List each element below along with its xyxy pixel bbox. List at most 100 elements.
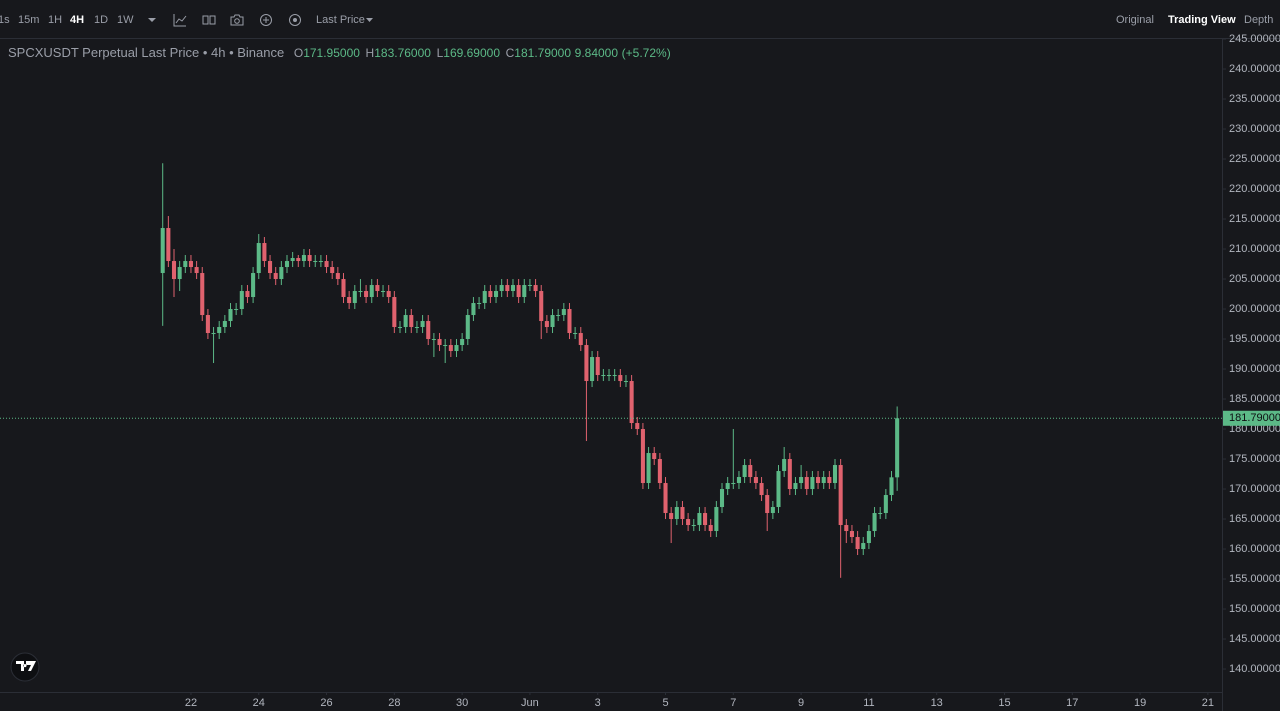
chart-title: SPCXUSDT Perpetual Last Price • 4h • Bin… (8, 45, 285, 60)
candle-body (827, 477, 832, 484)
candle-body (731, 483, 736, 485)
indicator-icon[interactable] (173, 13, 187, 27)
candle-body (838, 465, 843, 526)
y-tick-label: 230.00000 (1229, 123, 1280, 135)
x-tick-label: 9 (798, 697, 804, 709)
candle-body (669, 513, 674, 520)
candle-body (765, 495, 770, 514)
icon (202, 15, 216, 25)
view-tab-active[interactable]: Trading View (1168, 14, 1236, 26)
settings-icon[interactable] (288, 13, 302, 27)
layout-icon[interactable] (202, 13, 216, 27)
icon (234, 18, 240, 24)
tv-logo[interactable] (10, 652, 40, 682)
candle-body (205, 315, 210, 334)
candle-body (832, 465, 838, 484)
candle-body (160, 228, 165, 274)
candle-body (228, 309, 233, 322)
legend-value: 183.76000 (374, 46, 431, 60)
candle-body (889, 477, 894, 496)
candle-body (623, 381, 629, 383)
icon (173, 14, 187, 27)
candle-body (635, 423, 640, 430)
last-price-box (1223, 410, 1280, 426)
candle-body (612, 375, 617, 377)
candle-body (590, 357, 595, 382)
candle-body (680, 507, 685, 520)
candle-body (872, 513, 877, 532)
candle-body (657, 459, 662, 484)
candle-body (183, 261, 188, 268)
interval[interactable]: 1H (48, 14, 63, 26)
y-tick-label: 210.00000 (1229, 243, 1280, 255)
candle-body (793, 483, 798, 490)
candle-body (759, 483, 764, 496)
candle-body (499, 285, 504, 292)
x-tick-label: 28 (388, 697, 400, 709)
candle-body (364, 291, 369, 298)
candle-body (477, 303, 482, 305)
candle-body (420, 321, 425, 328)
candle-body (816, 477, 821, 484)
view-tab[interactable]: Depth (1244, 14, 1274, 26)
interval[interactable]: 15m (18, 14, 40, 26)
candle-body (426, 321, 431, 340)
candle-body (239, 291, 244, 310)
interval-dropdown[interactable] (147, 13, 157, 27)
candle-body (516, 285, 521, 298)
y-tick-label: 220.00000 (1229, 183, 1280, 195)
candle-body (211, 333, 216, 335)
candle-body (686, 519, 691, 526)
candle-body (578, 333, 583, 346)
y-tick-label: 245.00000 (1229, 33, 1280, 45)
candle-body (883, 495, 888, 514)
x-tick-label: 21 (1202, 697, 1214, 709)
interval[interactable]: 1D (94, 14, 109, 26)
interval[interactable]: 1s (0, 14, 10, 26)
interval[interactable]: 1W (117, 14, 134, 26)
candle-body (748, 465, 753, 478)
candle-body (663, 483, 668, 514)
candle-body (375, 285, 380, 292)
candle-body (753, 477, 758, 484)
candle-body (697, 513, 702, 526)
y-tick-label: 170.00000 (1229, 483, 1280, 495)
y-tick-label: 155.00000 (1229, 573, 1280, 585)
icon (260, 14, 272, 26)
candle-body (703, 513, 708, 526)
candle-body (171, 261, 177, 280)
camera-icon[interactable] (230, 13, 244, 27)
candle-body (493, 291, 499, 298)
price-type-caret[interactable] (365, 13, 375, 27)
candle-body (482, 291, 487, 304)
add-icon[interactable] (259, 13, 273, 27)
candle-body (200, 273, 205, 316)
y-tick-label: 175.00000 (1229, 453, 1280, 465)
candle-body (358, 291, 363, 293)
legend-value: 171.95000 (303, 46, 360, 60)
last-price-label: 181.79000 (1229, 412, 1280, 424)
y-tick-label: 225.00000 (1229, 153, 1280, 165)
candle-body (782, 459, 787, 472)
icon (230, 14, 244, 26)
view-tab[interactable]: Original (1116, 14, 1154, 26)
candle-body (352, 291, 357, 304)
candle-body (251, 273, 256, 298)
interval-active[interactable]: 4H (70, 14, 85, 26)
candle-body (895, 418, 900, 478)
legend-key: H (365, 46, 375, 60)
candle-body (714, 507, 719, 532)
legend-value: 181.79000 (514, 46, 572, 60)
candle-body (268, 261, 273, 274)
candle-body (725, 483, 730, 490)
legend: SPCXUSDT Perpetual Last Price • 4h • Bin… (8, 45, 671, 60)
candle-body (392, 297, 397, 328)
price-type[interactable]: Last Price (316, 14, 365, 26)
x-tick-label: 19 (1134, 697, 1146, 709)
y-tick-label: 215.00000 (1229, 213, 1280, 225)
candle-body (674, 507, 679, 520)
candle-body (403, 315, 408, 328)
candle-body (567, 309, 572, 334)
candle-body (222, 321, 227, 328)
candle-body (386, 291, 391, 298)
